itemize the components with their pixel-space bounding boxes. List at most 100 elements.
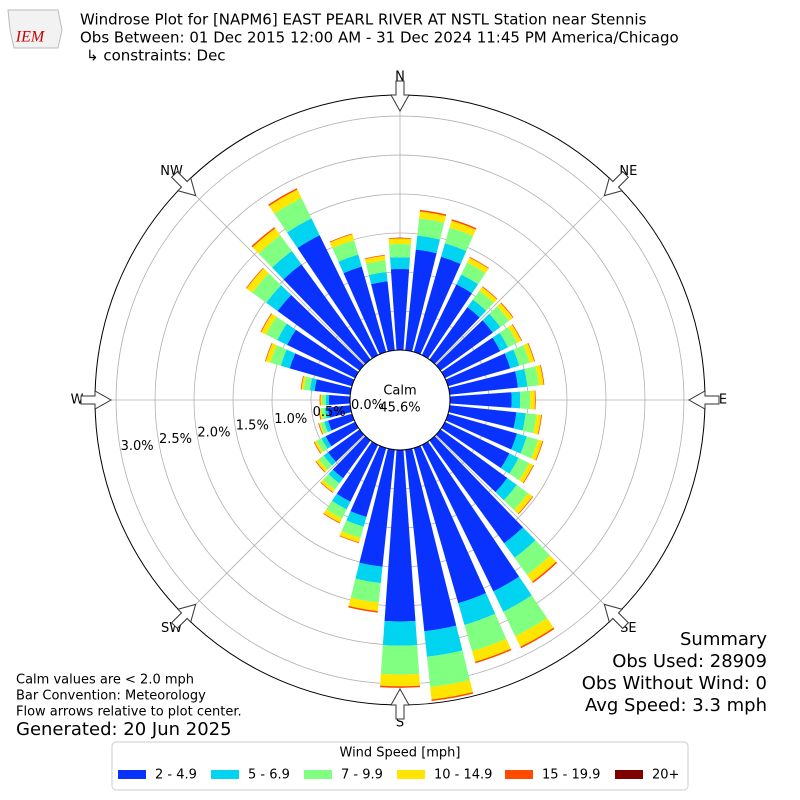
calm-label: Calm — [383, 384, 416, 399]
bar-segment — [379, 685, 421, 688]
bar-segment — [315, 461, 326, 473]
bar-segment — [532, 561, 558, 584]
bar-segment — [405, 249, 437, 352]
bar-segment — [520, 436, 539, 459]
bar-segment — [449, 220, 476, 237]
bar-segment — [445, 413, 518, 450]
bar-segment — [320, 394, 323, 406]
bar-segment — [339, 531, 361, 543]
bar-segment — [252, 228, 281, 254]
bar-segment — [530, 390, 535, 410]
bar-segment — [338, 254, 362, 274]
bar-segment — [497, 302, 514, 321]
bar-segment — [269, 189, 302, 214]
bar-segment — [252, 273, 282, 303]
bar-segment — [441, 337, 501, 379]
constraints: ↳ constraints: Dec — [86, 47, 226, 65]
legend-swatch — [615, 770, 643, 779]
bar-segment — [303, 376, 313, 391]
bar-segment — [274, 198, 312, 233]
bar-segment — [493, 576, 532, 612]
bar-segment — [435, 320, 493, 371]
generated: Generated: 20 Jun 2025 — [16, 719, 232, 740]
bar-segment — [327, 405, 352, 418]
bar-segment — [346, 511, 367, 527]
bar-segment — [323, 474, 340, 490]
bar-segment — [326, 500, 347, 519]
bar-segment — [260, 313, 272, 333]
bar-segment — [467, 299, 487, 318]
bar-segment — [449, 392, 512, 408]
bar-segment — [331, 493, 351, 510]
bar-segment — [517, 496, 534, 515]
flow-arrow-shape — [390, 80, 410, 113]
bar-segment — [417, 218, 445, 240]
direction-label: S — [396, 716, 404, 731]
bar-segment — [500, 453, 519, 474]
bar-segment — [515, 617, 554, 647]
bar-segment — [511, 324, 523, 341]
bar-segment — [332, 435, 371, 479]
bar-segment — [287, 218, 320, 248]
legend-label: 15 - 19.9 — [542, 768, 600, 783]
direction-label: W — [71, 393, 84, 408]
bar-segment — [527, 342, 536, 362]
bar-segment — [328, 469, 344, 484]
bar-segment — [364, 255, 386, 264]
bar-segment — [343, 266, 387, 355]
bar-segment — [324, 420, 332, 433]
logo: IEM — [7, 9, 63, 49]
bar-segment — [472, 638, 511, 662]
bar-segment — [261, 313, 277, 335]
bar-segment — [527, 555, 557, 582]
bar-segment — [388, 237, 412, 239]
bar-segment — [319, 408, 323, 420]
bar-segment — [389, 243, 411, 258]
flow-arrow — [687, 390, 720, 410]
summary: Obs Used: 28909 — [612, 651, 767, 672]
legend-swatch — [397, 770, 425, 779]
bar-segment — [388, 238, 412, 245]
bar-segment — [316, 438, 328, 452]
bar-segment — [268, 188, 298, 206]
chart-subtitle: Obs Between: 01 Dec 2015 12:00 AM - 31 D… — [80, 29, 679, 47]
bar-segment — [475, 648, 512, 664]
bar-segment — [535, 440, 544, 461]
bar-segment — [513, 493, 533, 514]
flow-arrow — [390, 687, 410, 720]
bar-segment — [323, 513, 341, 524]
bar-segment — [355, 562, 383, 584]
bar-segment — [500, 302, 514, 318]
calm-circle — [349, 349, 451, 451]
summary: Obs Without Wind: 0 — [582, 673, 767, 694]
legend-box — [111, 741, 689, 791]
bar-segment — [318, 423, 323, 435]
bar-segment — [371, 281, 395, 352]
bar-segment — [456, 274, 479, 294]
bar-segment — [405, 448, 457, 632]
bar-segment — [329, 234, 355, 249]
bar-segment — [513, 345, 530, 366]
bar-segment — [469, 256, 490, 269]
bar-segment — [413, 445, 486, 604]
bar-segment — [314, 379, 352, 395]
bar-segment — [328, 429, 365, 462]
direction-label: E — [719, 393, 727, 408]
bar-segment — [430, 680, 473, 700]
bar-segment — [413, 256, 461, 355]
bar-segment — [472, 290, 494, 311]
bar-segment — [519, 390, 531, 410]
legend-swatch — [118, 770, 146, 779]
legend-label: 20+ — [652, 768, 679, 783]
bar-segment — [431, 692, 474, 702]
flow-arrow — [170, 603, 197, 630]
bar-segment — [429, 307, 480, 365]
flow-arrow — [390, 80, 410, 113]
calm-value: 45.6% — [379, 401, 420, 416]
flow-arrow — [603, 170, 630, 197]
bar-segment — [429, 435, 524, 544]
bar-segment — [384, 449, 416, 622]
bar-segment — [419, 211, 446, 223]
bar-segment — [314, 440, 323, 454]
bar-segment — [336, 441, 379, 502]
